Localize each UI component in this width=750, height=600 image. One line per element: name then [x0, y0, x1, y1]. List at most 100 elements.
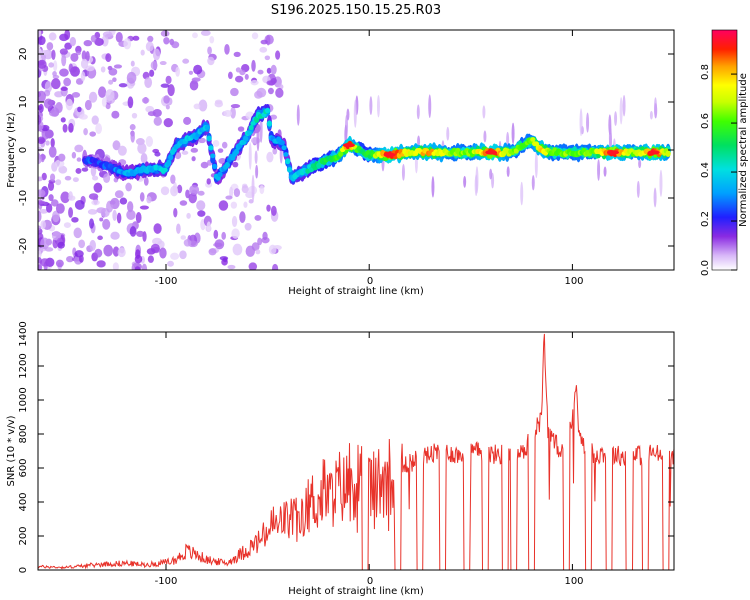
spectrogram-noise-cell	[136, 230, 145, 238]
spectrogram-ridge-cell	[265, 107, 271, 114]
spectrogram-noise-cell	[417, 135, 421, 147]
spectrogram-noise-cell	[163, 37, 170, 45]
spectrogram-y-tick-label: -20	[18, 238, 29, 254]
spectrogram-noise-cell	[207, 46, 212, 55]
spectrogram-noise-cell	[48, 194, 54, 202]
spectrogram-noise-cell	[185, 189, 190, 199]
spectrogram-noise-cell	[228, 71, 233, 80]
spectrogram-noise-cell	[416, 104, 420, 120]
spectrogram-noise-cell	[531, 175, 535, 191]
spectrogram-noise-cell	[197, 190, 205, 196]
spectrogram-noise-cell	[446, 126, 450, 141]
spectrogram-noise-cell	[78, 239, 86, 249]
spectrogram-noise-cell	[231, 228, 240, 239]
spectrogram-noise-cell	[38, 208, 49, 214]
snr-y-tick-label: 1400	[18, 321, 29, 346]
spectrogram-noise-cell	[165, 75, 172, 85]
spectrogram-peak-cell	[485, 150, 498, 155]
spectrogram-noise-cell	[206, 178, 211, 185]
spectrogram-noise-cell	[45, 203, 53, 213]
spectrogram-noise-cell	[89, 239, 96, 252]
spectrogram-noise-cell	[38, 35, 46, 46]
spectrogram-noise-cell	[137, 142, 147, 154]
spectrogram-noise-cell	[181, 150, 189, 155]
spectrogram-noise-cell	[125, 182, 132, 192]
spectrogram-noise-cell	[193, 103, 201, 110]
spectrogram-noise-cell	[64, 42, 72, 50]
spectrogram-noise-cell	[68, 63, 74, 73]
spectrogram-noise-cell	[84, 99, 92, 111]
spectrogram-noise-cell	[275, 50, 281, 60]
spectrogram-frame	[37, 29, 675, 271]
spectrogram-noise-cell	[353, 99, 357, 128]
snr-axis-ticks	[38, 331, 674, 571]
spectrogram-noise-cell	[189, 80, 199, 91]
spectrogram-noise-cell	[95, 123, 103, 135]
spectrogram-noise-cell	[229, 186, 234, 199]
spectrogram-noise-cell	[48, 32, 57, 41]
spectrogram-ridge-cell	[665, 150, 671, 158]
spectrogram-noise-cell	[167, 260, 174, 267]
spectrogram-y-tick-label: 10	[18, 96, 29, 109]
spectrogram-noise-cell	[52, 210, 60, 223]
spectrogram-noise-cell	[230, 201, 238, 209]
spectrogram-noise-cell	[255, 164, 259, 179]
spectrogram-noise-cell	[105, 53, 112, 63]
spectrogram-noise-cell	[105, 89, 115, 101]
spectrogram-noise-cell	[141, 263, 148, 270]
spectrogram-noise-cell	[80, 58, 89, 69]
spectrogram-noise-cell	[296, 104, 300, 126]
spectrogram-noise-cell	[38, 200, 46, 205]
spectrogram-noise-cell	[147, 35, 154, 43]
spectrogram-noise-cell	[90, 34, 97, 43]
spectrogram-ridge-cell	[168, 154, 174, 161]
spectrogram-noise-cell	[40, 237, 50, 250]
spectrogram-noise-cell	[81, 167, 89, 172]
spectrogram-noise-cell	[64, 175, 72, 181]
spectrogram-noise-cell	[68, 191, 73, 201]
spectrogram-noise-cell	[212, 140, 220, 147]
spectrogram-ridge-cell	[248, 124, 254, 131]
snr-y-tick-label: 0	[18, 567, 29, 573]
spectrogram-noise-cell	[76, 157, 82, 162]
spectrogram-noise-cell	[38, 189, 46, 198]
spectrogram-noise-cell	[254, 150, 258, 164]
spectrogram-noise-cell	[98, 86, 107, 98]
spectrogram-noise-cell	[51, 78, 61, 90]
spectrogram-noise-cell	[248, 142, 252, 170]
spectrogram-noise-cell	[49, 173, 56, 182]
colorbar-scale	[711, 29, 738, 271]
spectrogram-noise-cell	[71, 216, 79, 223]
spectrogram-noise-cell	[193, 64, 203, 75]
spectrogram-noise-cell	[129, 226, 137, 237]
spectrogram-noise-cell	[259, 115, 263, 143]
spectrogram-ridge-cell	[243, 135, 249, 142]
spectrogram-noise-cell	[266, 151, 274, 163]
spectrogram-noise-cell	[232, 161, 239, 168]
spectrogram-noise-cell	[401, 163, 405, 181]
spectrogram-noise-cell	[55, 203, 65, 214]
spectrogram-noise-cell	[586, 112, 590, 133]
spectrogram-noise-cell	[85, 65, 95, 72]
spectrogram-noise-cell	[206, 221, 211, 232]
spectrogram-noise-cell	[192, 32, 198, 39]
spectrogram-noise-cell	[474, 174, 478, 197]
spectrogram-noise-cell	[60, 86, 68, 91]
spectrogram-noise-cell	[223, 109, 233, 117]
spectrogram-noise-cell	[248, 262, 258, 270]
spectrogram-noise-cell	[53, 60, 58, 72]
spectrogram-ridge-cell	[206, 135, 212, 142]
spectrogram-noise-cell	[188, 70, 194, 75]
spectrogram-noise-cell	[250, 79, 259, 86]
spectrogram-noise-cell	[649, 110, 653, 120]
spectrogram-noise-cell	[257, 69, 264, 75]
spectrogram-noise-cell	[55, 259, 64, 268]
spectrogram-noise-cell	[115, 31, 123, 43]
spectrogram-noise-cell	[85, 50, 90, 62]
spectrogram-noise-cell	[231, 215, 238, 228]
spectrogram-noise-cell	[190, 147, 199, 153]
spectrogram-noise-cell	[41, 172, 47, 181]
spectrogram-noise-cell	[272, 263, 279, 270]
spectrogram-noise-cell	[638, 159, 642, 169]
